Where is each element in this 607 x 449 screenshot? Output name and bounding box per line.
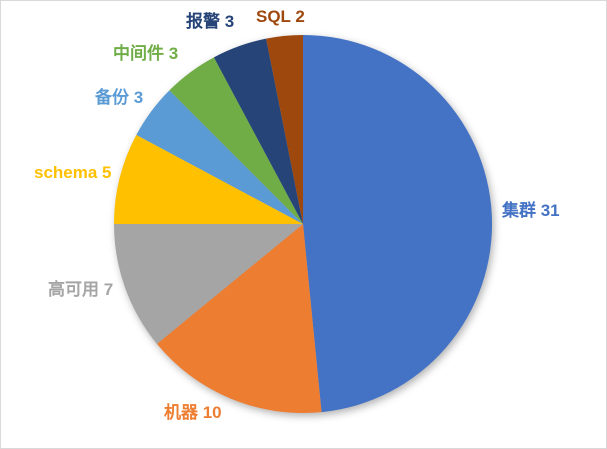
slice-label-high-availability: 高可用 7 — [48, 280, 114, 299]
slice-label-backup: 备份 3 — [95, 88, 144, 107]
pie-slice-报警[interactable] — [213, 38, 303, 224]
pie-slice-备份[interactable] — [136, 90, 303, 224]
slice-label-sql: SQL 2 — [256, 7, 305, 26]
slice-label-middleware: 中间件 3 — [113, 44, 179, 63]
pie-slice-schema[interactable] — [114, 134, 303, 224]
slice-label-cluster: 集群 31 — [502, 201, 560, 220]
slice-label-alarm: 报警 3 — [186, 12, 235, 31]
pie-slice-中间件[interactable] — [169, 57, 303, 224]
slice-label-machine: 机器 10 — [164, 403, 222, 422]
pie-slice-机器[interactable] — [156, 224, 322, 414]
slice-label-schema: schema 5 — [34, 163, 112, 182]
pie-slice-集群[interactable] — [303, 35, 493, 413]
pie-slice-SQL[interactable] — [266, 34, 303, 224]
pie-slice-高可用[interactable] — [114, 224, 303, 344]
